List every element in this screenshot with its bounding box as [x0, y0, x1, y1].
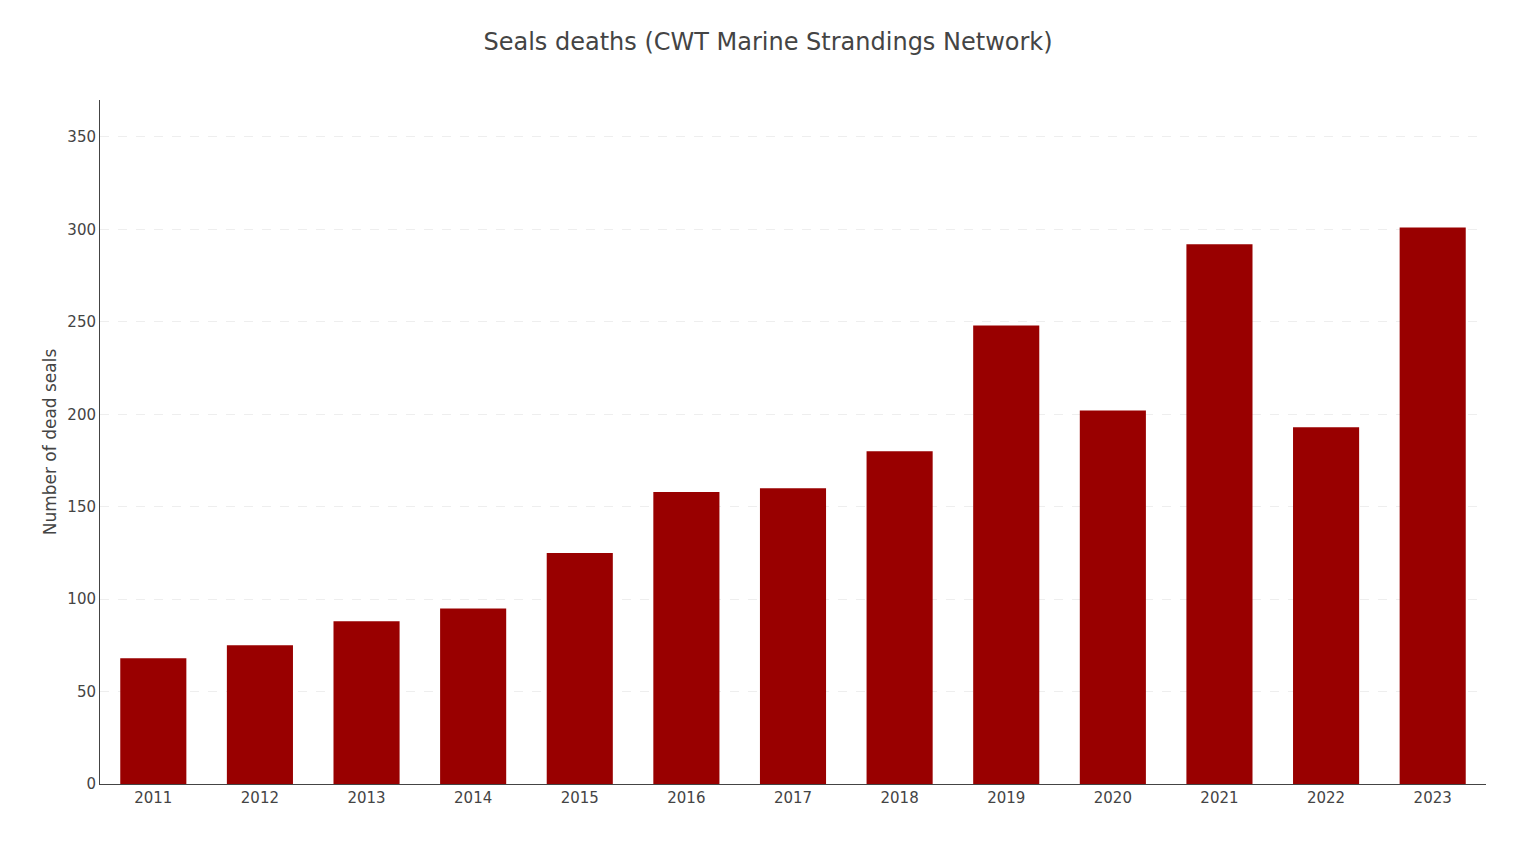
svg-text:50: 50 — [77, 683, 96, 701]
svg-text:2011: 2011 — [134, 789, 172, 807]
svg-text:2012: 2012 — [241, 789, 279, 807]
svg-text:2019: 2019 — [987, 789, 1025, 807]
svg-text:200: 200 — [67, 406, 96, 424]
svg-text:2016: 2016 — [667, 789, 705, 807]
svg-text:2022: 2022 — [1307, 789, 1345, 807]
svg-text:2017: 2017 — [774, 789, 812, 807]
svg-text:2020: 2020 — [1094, 789, 1132, 807]
svg-text:2023: 2023 — [1414, 789, 1452, 807]
svg-text:0: 0 — [86, 775, 96, 793]
svg-text:250: 250 — [67, 313, 96, 331]
svg-text:2013: 2013 — [347, 789, 385, 807]
svg-text:Seals deaths (CWT Marine Stran: Seals deaths (CWT Marine Strandings Netw… — [483, 28, 1052, 56]
svg-text:2014: 2014 — [454, 789, 492, 807]
svg-text:2018: 2018 — [881, 789, 919, 807]
svg-text:150: 150 — [67, 498, 96, 516]
svg-text:100: 100 — [67, 590, 96, 608]
svg-text:300: 300 — [67, 221, 96, 239]
svg-text:350: 350 — [67, 128, 96, 146]
svg-text:2015: 2015 — [561, 789, 599, 807]
svg-text:2021: 2021 — [1200, 789, 1238, 807]
svg-text:Number of dead seals: Number of dead seals — [40, 349, 60, 536]
